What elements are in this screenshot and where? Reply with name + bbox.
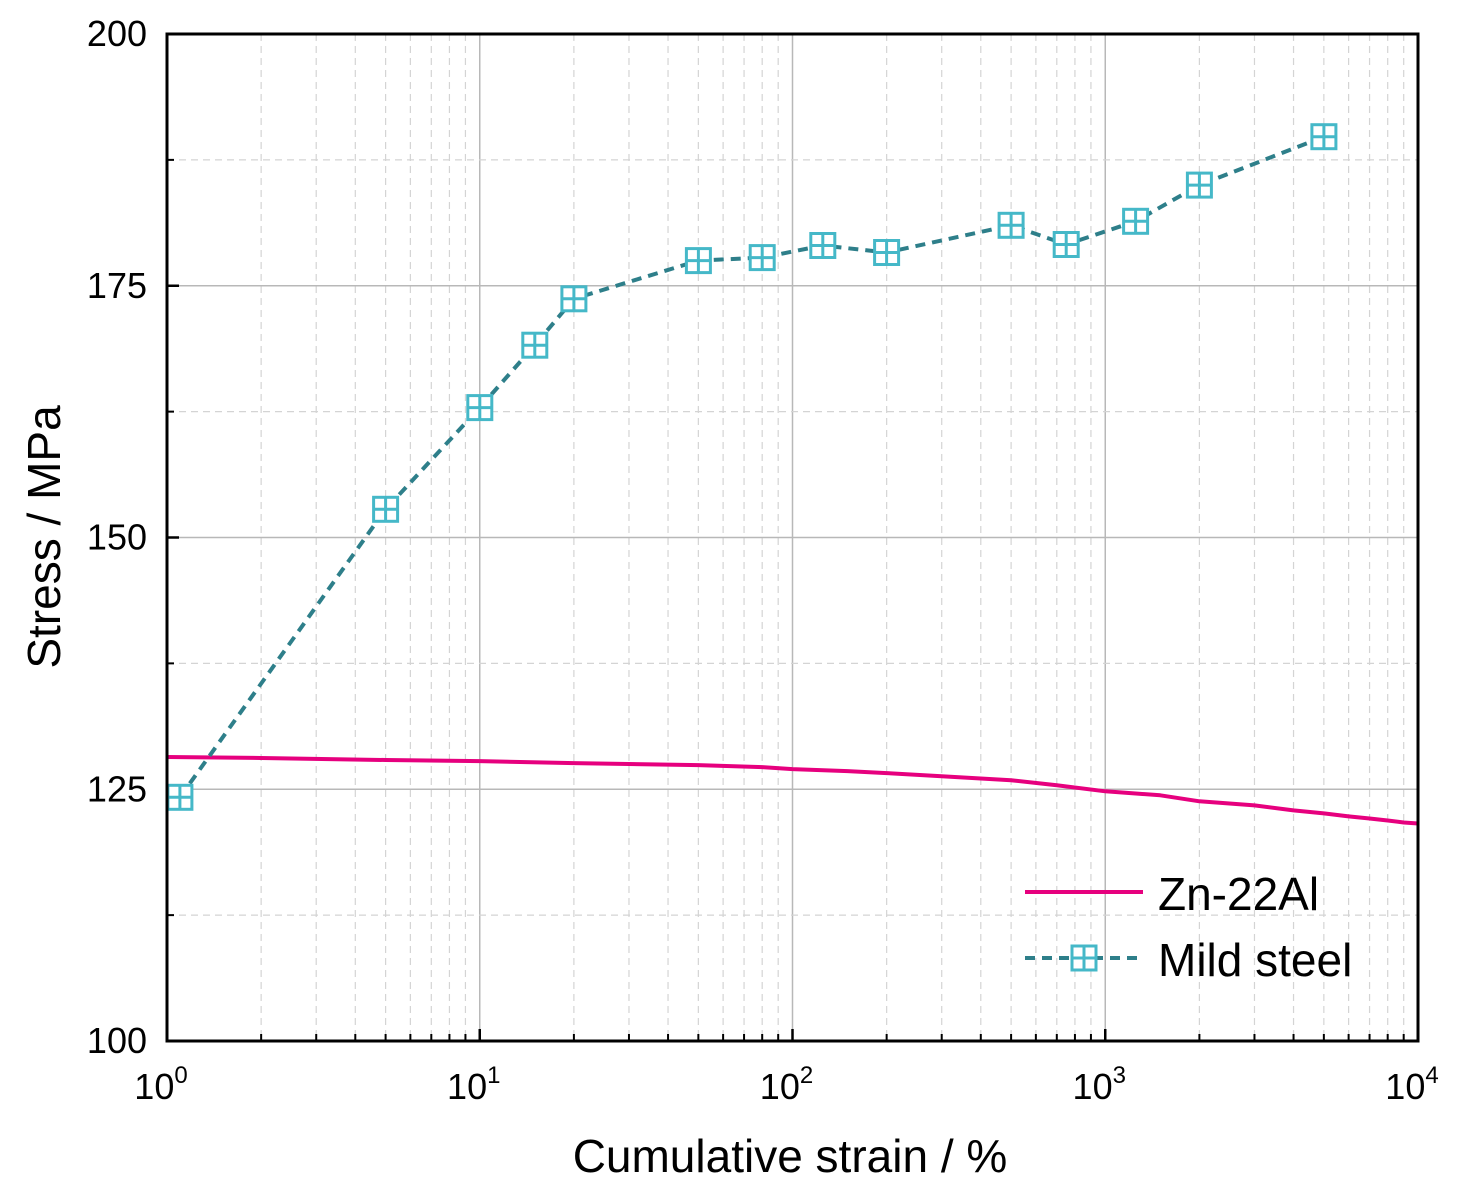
data-point-mild-steel (809, 232, 837, 259)
data-point-mild-steel (466, 394, 494, 422)
x-tick-label: 103 (1073, 1062, 1126, 1107)
data-point-mild-steel (1310, 123, 1338, 151)
data-point-mild-steel (684, 247, 712, 275)
legend-label-zn22al: Zn-22Al (1158, 868, 1319, 920)
legend-label-mild-steel: Mild steel (1158, 934, 1352, 986)
series-line-zn-22al (166, 755, 1419, 826)
y-tick-label: 125 (87, 768, 147, 809)
x-tick-label: 104 (1385, 1062, 1438, 1107)
data-point-mild-steel (1185, 171, 1213, 199)
x-tick-label: 100 (134, 1062, 187, 1107)
x-tick-exponent: 0 (174, 1062, 187, 1089)
data-point-mild-steel (1052, 231, 1080, 258)
x-tick-base: 10 (1385, 1066, 1425, 1107)
x-tick-label: 102 (760, 1062, 813, 1107)
x-tick-base: 10 (447, 1066, 487, 1107)
x-axis-title: Cumulative strain / % (573, 1130, 1008, 1182)
y-tick-label: 100 (87, 1020, 147, 1061)
x-tick-base: 10 (760, 1066, 800, 1107)
x-tick-exponent: 3 (1113, 1062, 1126, 1089)
y-tick-label: 150 (87, 517, 147, 558)
data-point-mild-steel (521, 331, 549, 359)
data-point-mild-steel (748, 244, 776, 272)
x-tick-base: 10 (1073, 1066, 1113, 1107)
data-point-mild-steel (1122, 207, 1150, 235)
y-axis-title: Stress / MPa (18, 405, 70, 669)
data-point-mild-steel (372, 495, 400, 523)
legend-marker-mild-steel (1070, 944, 1098, 972)
x-tick-base: 10 (134, 1066, 174, 1107)
y-tick-label: 175 (87, 265, 147, 306)
x-tick-exponent: 2 (800, 1062, 813, 1089)
x-tick-exponent: 4 (1425, 1062, 1438, 1089)
plot-frame (165, 32, 1420, 1043)
data-point-mild-steel (873, 239, 901, 266)
legend: Zn-22Al Mild steel (1025, 868, 1352, 986)
x-tick-label: 101 (447, 1062, 500, 1107)
y-tick-label: 200 (87, 13, 147, 54)
grid-lines (167, 34, 1418, 1041)
series-layer (166, 123, 1419, 826)
data-point-mild-steel (560, 285, 588, 313)
data-point-mild-steel (166, 783, 194, 811)
data-point-mild-steel (997, 211, 1025, 239)
x-tick-exponent: 1 (487, 1062, 500, 1089)
